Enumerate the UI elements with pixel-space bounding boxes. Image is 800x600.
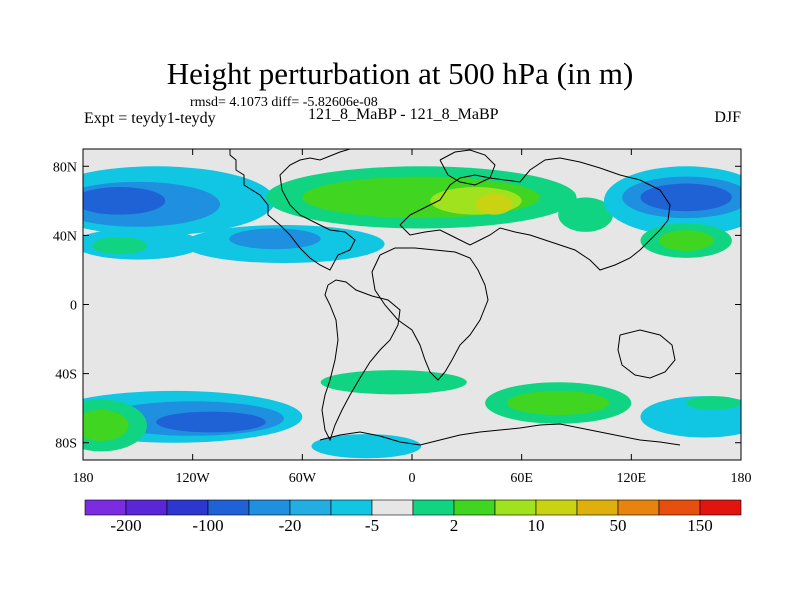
x-tick-label-1: 120W [176,471,211,486]
colorbar-box-6 [330,499,373,516]
colorbar-box-8 [412,499,455,516]
contour-fill-11 [558,197,614,232]
coastline-africa [371,247,489,381]
colorbar-box-15 [699,499,742,516]
contour-fills [83,166,741,459]
coastline-north-america [229,149,356,271]
plot-title: Height perturbation at 500 hPa (in m) [166,56,634,91]
colorbar-label-6: 50 [610,516,627,535]
coastlines [229,149,681,446]
colorbar-box-7 [371,499,414,516]
coastline-europe-asia [399,157,671,271]
x-tick-label-4: 60E [510,471,533,486]
colorbar-label-5: 10 [528,516,545,535]
y-tick-label-1: 40N [53,229,77,244]
colorbar-label-3: -5 [365,516,379,535]
x-axis: 180 120W 60W 0 60E 120E 180 [73,149,752,486]
colorbar: -200 -100 -20 -5 2 10 50 150 [84,499,742,535]
colorbar-box-12 [576,499,619,516]
colorbar-box-4 [248,499,291,516]
x-tick-label-2: 60W [289,471,317,486]
x-tick-label-3: 0 [409,471,416,486]
season-label: DJF [714,109,741,126]
colorbar-box-11 [535,499,578,516]
x-tick-label-0: 180 [73,471,94,486]
coastline-antarctica [319,423,681,446]
experiment-label: Expt = teydy1-teydy [84,110,216,127]
contour-fill-27 [686,396,741,410]
colorbar-label-7: 150 [687,516,713,535]
x-tick-label-5: 120E [617,471,647,486]
runs-label: 121_8_MaBP - 121_8_MaBP [308,106,499,123]
colorbar-label-0: -200 [110,516,141,535]
coastline-south-america [321,279,401,442]
y-tick-label-2: 0 [70,299,77,314]
contour-fill-2 [83,187,166,215]
contour-fill-14 [640,183,732,212]
y-tick-label-3: 40S [55,368,77,383]
contour-fill-19 [156,411,266,433]
colorbar-box-3 [207,499,250,516]
contour-fill-10 [475,193,513,215]
coastline-australia [617,329,676,379]
contour-fill-22 [320,370,467,395]
contour-fill-6 [229,228,321,250]
colorbar-box-1 [125,499,168,516]
colorbar-box-0 [84,499,127,516]
contour-fill-16 [658,230,714,251]
contour-fill-21 [83,409,129,441]
colorbar-box-2 [166,499,209,516]
colorbar-label-1: -100 [192,516,223,535]
coastline-greenland [439,149,496,186]
colorbar-box-14 [658,499,701,516]
contour-fill-25 [507,390,610,416]
colorbar-label-2: -20 [279,516,302,535]
colorbar-box-5 [289,499,332,516]
y-axis: 80N 40N 0 40S 80S [53,160,741,452]
contour-fill-4 [92,237,147,255]
colorbar-box-10 [494,499,537,516]
colorbar-box-9 [453,499,496,516]
x-tick-label-6: 180 [731,471,752,486]
colorbar-label-4: 2 [450,516,459,535]
stats-line: rmsd= 4.1073 diff= -5.82606e-08 [190,95,378,110]
colorbar-box-13 [617,499,660,516]
y-tick-label-0: 80N [53,160,77,175]
y-tick-label-4: 80S [55,437,77,452]
